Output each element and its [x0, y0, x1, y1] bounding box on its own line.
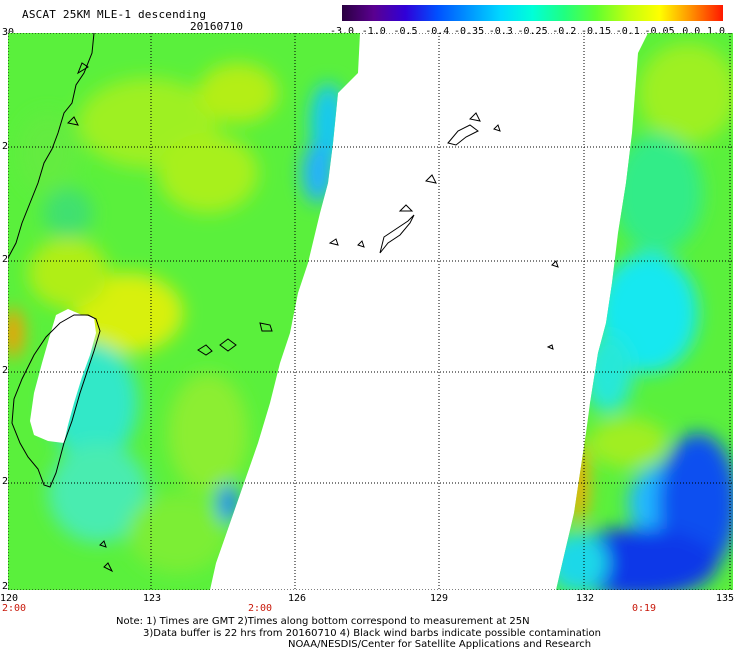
product-date: 20160710	[190, 20, 243, 33]
color-scale-label: 0.0	[682, 26, 701, 37]
color-scale-label: -0.3	[488, 26, 513, 37]
coastlines	[8, 33, 559, 573]
color-scale-label: -0.1	[615, 26, 640, 37]
color-scale-label: -3.0	[330, 26, 355, 37]
note-line-1: Note: 1) Times are GMT 2)Times along bot…	[116, 616, 530, 627]
color-scale-label: -0.35	[454, 26, 485, 37]
color-scale-gradient	[342, 5, 723, 21]
wind-field-map	[8, 33, 733, 590]
color-scale-label: -0.5	[393, 26, 418, 37]
lon-label-123: 123	[143, 593, 162, 604]
time-label-3: 0:19	[632, 603, 657, 614]
color-scale-bar	[342, 5, 723, 21]
lon-label-135: 135	[716, 593, 735, 604]
color-scale-label: -1.0	[361, 26, 386, 37]
west-swath	[8, 33, 360, 590]
note-line-2: 3)Data buffer is 22 hrs from 20160710 4)…	[143, 628, 601, 639]
time-label-1: 2:00	[2, 603, 27, 614]
graticule	[8, 33, 733, 590]
lon-label-129: 129	[430, 593, 449, 604]
lon-label-120: 120	[0, 593, 19, 604]
color-scale-label: -0.4	[425, 26, 450, 37]
color-scale-label: 1.0	[707, 26, 726, 37]
color-scale-label: -0.25	[517, 26, 548, 37]
lon-label-132: 132	[576, 593, 595, 604]
color-scale-label: -0.2	[552, 26, 577, 37]
lon-label-126: 126	[288, 593, 307, 604]
east-swath	[556, 33, 733, 590]
product-title: ASCAT 25KM MLE-1 descending	[22, 8, 207, 21]
note-line-3: NOAA/NESDIS/Center for Satellite Applica…	[288, 639, 592, 650]
time-label-2: 2:00	[248, 603, 273, 614]
color-scale-label: -0.15	[581, 26, 612, 37]
color-scale-label: -0.05	[644, 26, 675, 37]
